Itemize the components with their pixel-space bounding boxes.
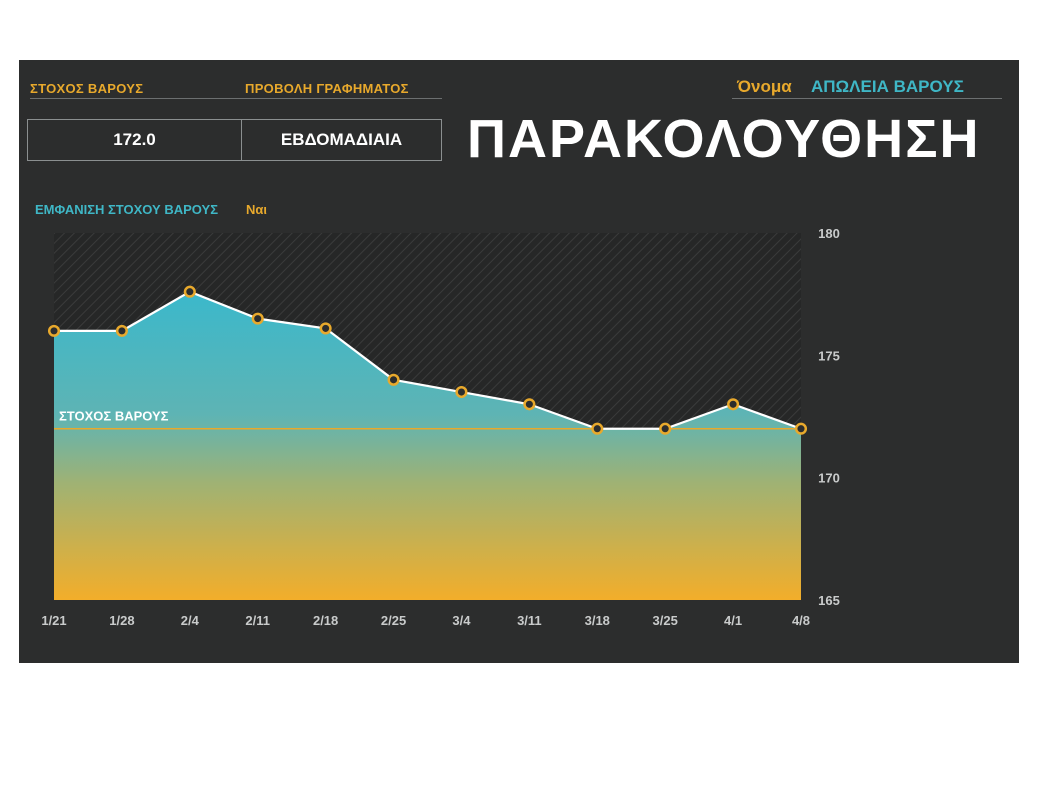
y-tick-label: 170 xyxy=(818,471,840,486)
data-point-4/8 xyxy=(794,422,808,435)
x-tick-label: 3/18 xyxy=(585,613,610,628)
x-tick-label: 4/1 xyxy=(724,613,742,628)
show-goal-label: ΕΜΦΑΝΙΣΗ ΣΤΟΧΟΥ ΒΑΡΟΥΣ xyxy=(35,202,219,217)
y-tick-label: 175 xyxy=(818,348,840,363)
chart-view-select[interactable]: ΕΒΔΟΜΑΔΙΑΙΑ xyxy=(241,119,442,161)
x-tick-label: 3/11 xyxy=(517,613,542,628)
x-tick-label: 2/11 xyxy=(245,613,270,628)
y-tick-label: 180 xyxy=(818,226,840,241)
x-tick-label: 3/25 xyxy=(653,613,678,628)
data-point-3/11 xyxy=(523,398,536,411)
data-point-2/4 xyxy=(183,285,196,298)
goal-line-label: ΣΤΟΧΟΣ ΒΑΡΟΥΣ xyxy=(59,409,169,424)
page-title: ΠΑΡΑΚΟΛΟΥΘΗΣΗ xyxy=(467,109,981,169)
weight-line xyxy=(54,290,802,430)
data-point-3/25 xyxy=(659,422,672,435)
x-tick-label: 2/25 xyxy=(381,613,406,628)
header-divider-right xyxy=(732,98,1002,99)
x-tick-label: 2/18 xyxy=(313,613,338,628)
header-divider-left xyxy=(30,98,442,99)
weight-chart: ΣΤΟΧΟΣ ΒΑΡΟΥΣ 1/21 1/28 2/4 2/11 2/18 2/25 3/4 3… xyxy=(41,226,840,628)
y-tick-label: 165 xyxy=(818,593,840,608)
show-goal-toggle[interactable]: Ναι xyxy=(246,202,267,217)
data-point-1/21 xyxy=(47,324,61,337)
chart-view-label: ΠΡΟΒΟΛΗ ΓΡΑΦΗΜΑΤΟΣ xyxy=(245,81,409,96)
data-point-4/1 xyxy=(727,398,740,411)
data-point-2/25 xyxy=(387,373,400,386)
data-point-1/28 xyxy=(115,324,128,337)
data-point-3/4 xyxy=(455,385,468,399)
x-tick-label: 2/4 xyxy=(181,613,200,628)
data-point-3/18 xyxy=(591,422,604,435)
data-point-2/18 xyxy=(319,322,332,335)
goal-weight-label: ΣΤΟΧΟΣ ΒΑΡΟΥΣ xyxy=(30,81,144,96)
name-value[interactable]: ΑΠΩΛΕΙΑ ΒΑΡΟΥΣ xyxy=(811,77,964,96)
x-tick-label: 4/8 xyxy=(792,613,810,628)
dashboard-panel: ΣΤΟΧΟΣ ΒΑΡΟΥΣ ΠΡΟΒΟΛΗ ΓΡΑΦΗΜΑΤΟΣ Όνομα Α… xyxy=(19,60,1019,663)
name-label: Όνομα xyxy=(737,77,792,96)
x-tick-label: 3/4 xyxy=(452,613,471,628)
weight-area xyxy=(54,291,801,600)
x-tick-label: 1/28 xyxy=(109,613,134,628)
data-point-2/11 xyxy=(251,312,264,325)
x-tick-label: 1/21 xyxy=(41,613,66,628)
